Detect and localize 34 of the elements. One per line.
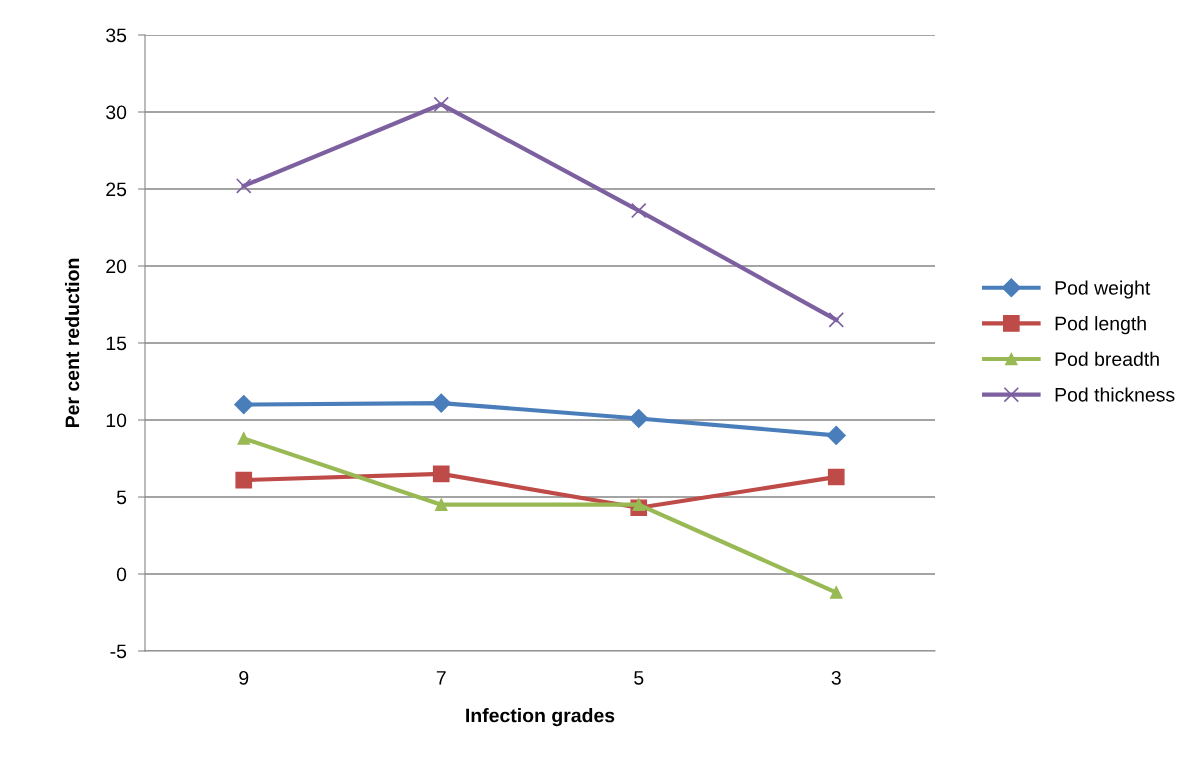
y-tick-label: 15 xyxy=(106,336,127,351)
y-tick-label: 10 xyxy=(106,413,127,428)
x-tick-label: 3 xyxy=(831,670,841,685)
point xyxy=(433,96,450,113)
y-tick-label: 20 xyxy=(106,259,127,274)
point xyxy=(829,586,843,599)
point xyxy=(629,408,649,428)
x-tick-label: 7 xyxy=(436,671,446,685)
point xyxy=(235,471,253,489)
point xyxy=(826,425,846,445)
y-tick-label: 5 xyxy=(116,490,127,505)
y-tick-label: 0 xyxy=(116,567,127,582)
x-tick-label: 5 xyxy=(634,671,644,685)
x-tick-label: 9 xyxy=(239,670,249,685)
point xyxy=(237,432,251,445)
x-axis-title: Infection grades xyxy=(466,708,615,727)
legend-label: Pod weight xyxy=(1055,280,1151,299)
legend-label: Pod breadth xyxy=(1055,351,1159,367)
point xyxy=(632,498,646,511)
y-tick-label: 25 xyxy=(106,182,127,197)
y-tick-label: -5 xyxy=(110,644,127,659)
point xyxy=(630,202,647,219)
y-tick-label: 35 xyxy=(106,28,127,43)
point xyxy=(828,312,845,328)
point xyxy=(827,468,845,486)
point xyxy=(235,178,252,194)
point xyxy=(434,498,448,511)
legend-label: Pod thickness xyxy=(1055,387,1175,402)
point xyxy=(432,465,450,483)
point xyxy=(234,395,254,415)
point xyxy=(431,393,451,413)
y-tick-label: 30 xyxy=(106,105,127,120)
legend-label: Pod length xyxy=(1055,316,1146,335)
y-axis-title: Per cent reduction xyxy=(64,258,80,428)
